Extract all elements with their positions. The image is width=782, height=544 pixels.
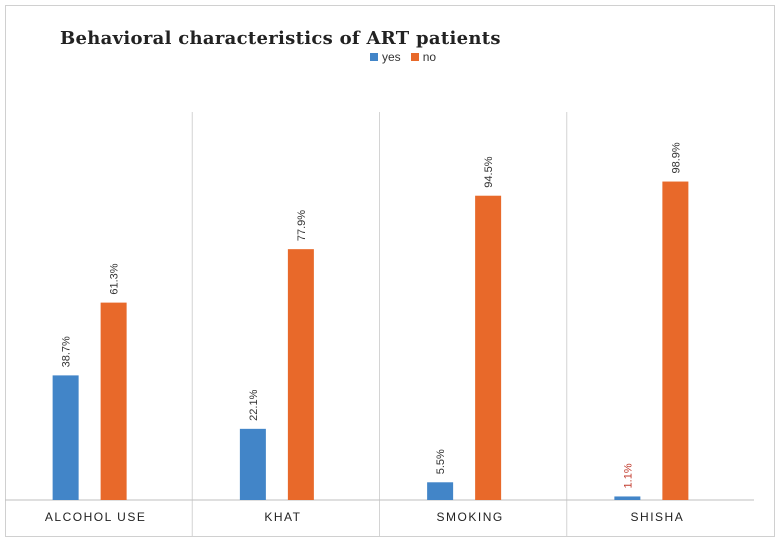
bar-yes-0 — [52, 375, 79, 500]
data-label-yes-2: 5.5% — [435, 449, 447, 474]
bar-no-1 — [287, 249, 314, 500]
bar-no-3 — [662, 181, 689, 501]
x-tick-label: ALCOHOL USE — [45, 510, 146, 524]
bar-yes-1 — [239, 428, 266, 500]
legend-entry-yes: yes — [370, 50, 401, 64]
legend-entry-no: no — [410, 50, 437, 64]
bar-yes-2 — [427, 482, 454, 500]
data-label-no-3: 98.9% — [670, 142, 682, 173]
legend-swatch-no — [410, 53, 419, 61]
x-tick-label: SHISHA — [631, 510, 685, 524]
legend: yes no — [370, 50, 436, 64]
bar-no-0 — [100, 302, 127, 500]
legend-label-no: no — [422, 50, 437, 64]
data-label-no-0: 61.3% — [109, 263, 121, 294]
data-label-no-1: 77.9% — [296, 210, 308, 241]
chart-frame — [5, 5, 775, 537]
data-label-yes-0: 38.7% — [61, 336, 73, 367]
data-label-no-2: 94.5% — [483, 156, 495, 187]
bar-no-2 — [475, 195, 502, 500]
x-tick-label: KHAT — [264, 510, 301, 524]
legend-swatch-yes — [370, 53, 378, 61]
data-label-yes-3: 1.1% — [622, 463, 634, 488]
data-label-yes-1: 22.1% — [248, 389, 260, 420]
bar-yes-3 — [614, 496, 641, 500]
x-tick-label: SMOKING — [437, 510, 504, 524]
chart-title: Behavioral characteristics of ART patien… — [60, 28, 501, 49]
legend-label-yes: yes — [382, 50, 401, 64]
